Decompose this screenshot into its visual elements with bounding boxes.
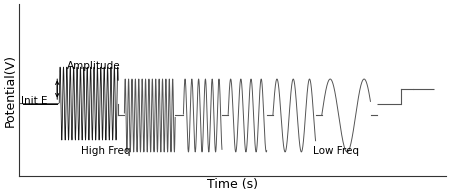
X-axis label: Time (s): Time (s) (207, 178, 258, 191)
Text: Low Freq: Low Freq (313, 146, 359, 156)
Text: Init E: Init E (21, 96, 47, 106)
Text: Amplitude: Amplitude (68, 61, 121, 72)
Y-axis label: Potential(V): Potential(V) (4, 54, 17, 127)
Text: High Freq: High Freq (81, 146, 131, 156)
